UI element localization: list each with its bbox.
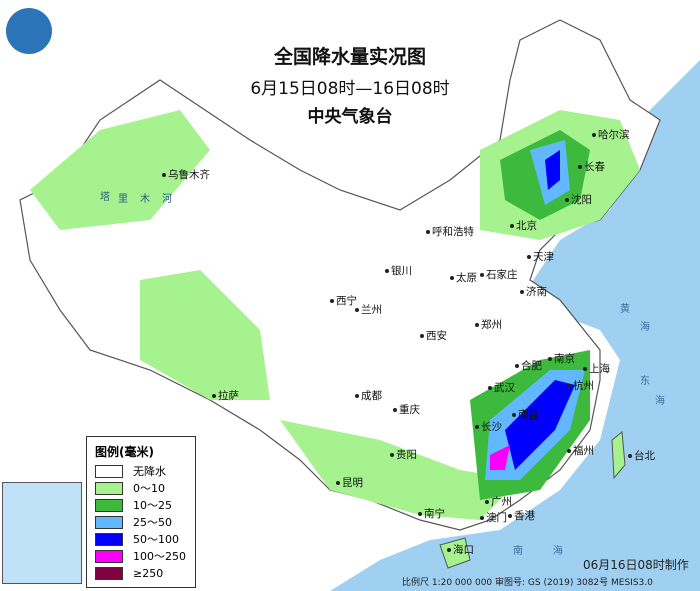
city-label: 重庆 bbox=[393, 402, 420, 417]
city-label: 天津 bbox=[527, 249, 554, 264]
river-label: 河 bbox=[162, 194, 172, 205]
sea-label: 南 bbox=[513, 546, 523, 557]
legend-swatch bbox=[95, 464, 123, 478]
city-label: 澳门 bbox=[480, 510, 507, 525]
city-label: 成都 bbox=[355, 388, 382, 403]
city-label: 北京 bbox=[510, 218, 537, 233]
cma-logo bbox=[6, 8, 52, 54]
scale-info: 比例尺 1:20 000 000 审图号: GS (2019) 3082号 ME… bbox=[402, 578, 653, 588]
legend-label: 25～50 bbox=[133, 516, 172, 529]
city-label: 广州 bbox=[485, 494, 512, 509]
city-label: 银川 bbox=[385, 263, 412, 278]
river-label: 木 bbox=[140, 194, 150, 205]
city-label: 武汉 bbox=[488, 380, 515, 395]
city-label: 济南 bbox=[520, 284, 547, 299]
city-label: 上海 bbox=[583, 361, 610, 376]
city-label: 南京 bbox=[548, 351, 575, 366]
legend-label: 10～25 bbox=[133, 499, 172, 512]
legend-swatch bbox=[95, 481, 123, 495]
rain-light-west bbox=[30, 110, 210, 230]
city-label: 昆明 bbox=[336, 475, 363, 490]
city-label: 拉萨 bbox=[212, 388, 239, 403]
south-china-sea-inset bbox=[2, 482, 82, 584]
legend-swatch bbox=[95, 515, 123, 529]
legend-label: 无降水 bbox=[133, 465, 166, 478]
city-label: 香港 bbox=[508, 508, 535, 523]
legend-title: 图例(毫米) bbox=[95, 445, 154, 459]
legend-label: 50～100 bbox=[133, 533, 179, 546]
city-label: 呼和浩特 bbox=[426, 224, 474, 239]
sea-label: 海 bbox=[553, 546, 563, 557]
city-label: 南昌 bbox=[512, 407, 539, 422]
legend-item: 无降水 bbox=[95, 464, 195, 478]
map-agency: 中央气象台 bbox=[307, 107, 393, 127]
city-label: 西安 bbox=[420, 328, 447, 343]
rain-storm-north bbox=[545, 150, 560, 190]
city-label: 乌鲁木齐 bbox=[162, 167, 210, 182]
city-label: 沈阳 bbox=[565, 192, 592, 207]
legend-swatch bbox=[95, 566, 123, 580]
city-label: 长春 bbox=[578, 159, 605, 174]
city-label: 南宁 bbox=[418, 506, 445, 521]
sea-label: 海 bbox=[640, 322, 650, 333]
taiwan bbox=[611, 431, 626, 480]
legend-label: 0～10 bbox=[133, 482, 165, 495]
map-period: 6月15日08时—16日08时 bbox=[250, 79, 450, 99]
city-label: 兰州 bbox=[355, 302, 382, 317]
legend-item: 25～50 bbox=[95, 515, 195, 529]
legend-item: 0～10 bbox=[95, 481, 195, 495]
legend: 图例(毫米) 无降水 0～10 10～25 25～50 50～100 100～250 ≥25… bbox=[86, 436, 196, 588]
city-label: 哈尔滨 bbox=[592, 127, 630, 142]
river-label: 里 bbox=[118, 194, 128, 205]
legend-swatch bbox=[95, 498, 123, 512]
city-label: 福州 bbox=[567, 443, 594, 458]
sea-label: 海 bbox=[655, 396, 665, 407]
city-label: 郑州 bbox=[475, 317, 502, 332]
rain-light-tibet bbox=[140, 270, 270, 400]
city-label: 杭州 bbox=[567, 378, 594, 393]
rain-storm-southeast bbox=[505, 380, 575, 470]
city-label: 石家庄 bbox=[480, 267, 518, 282]
rain-light-south bbox=[280, 420, 520, 520]
map-title: 全国降水量实况图 bbox=[273, 46, 426, 68]
city-label: 长沙 bbox=[475, 419, 502, 434]
legend-label: 100～250 bbox=[133, 550, 186, 563]
rain-extreme-southeast bbox=[490, 445, 510, 470]
legend-item: ≥250 bbox=[95, 566, 195, 580]
legend-swatch bbox=[95, 532, 123, 546]
legend-item: 100～250 bbox=[95, 549, 195, 563]
city-label: 台北 bbox=[628, 448, 655, 463]
city-label: 太原 bbox=[450, 270, 477, 285]
legend-item: 50～100 bbox=[95, 532, 195, 546]
city-label: 西宁 bbox=[330, 293, 357, 308]
sea-label: 东 bbox=[640, 376, 650, 387]
legend-swatch bbox=[95, 549, 123, 563]
legend-label: ≥250 bbox=[133, 566, 164, 580]
sea-label: 黄 bbox=[620, 304, 630, 315]
city-label: 合肥 bbox=[515, 358, 542, 373]
legend-item: 10～25 bbox=[95, 498, 195, 512]
production-time: 06月16日08时制作 bbox=[583, 558, 689, 572]
city-label: 贵阳 bbox=[390, 447, 417, 462]
city-label: 海口 bbox=[447, 542, 474, 557]
river-label: 塔 bbox=[100, 192, 110, 203]
